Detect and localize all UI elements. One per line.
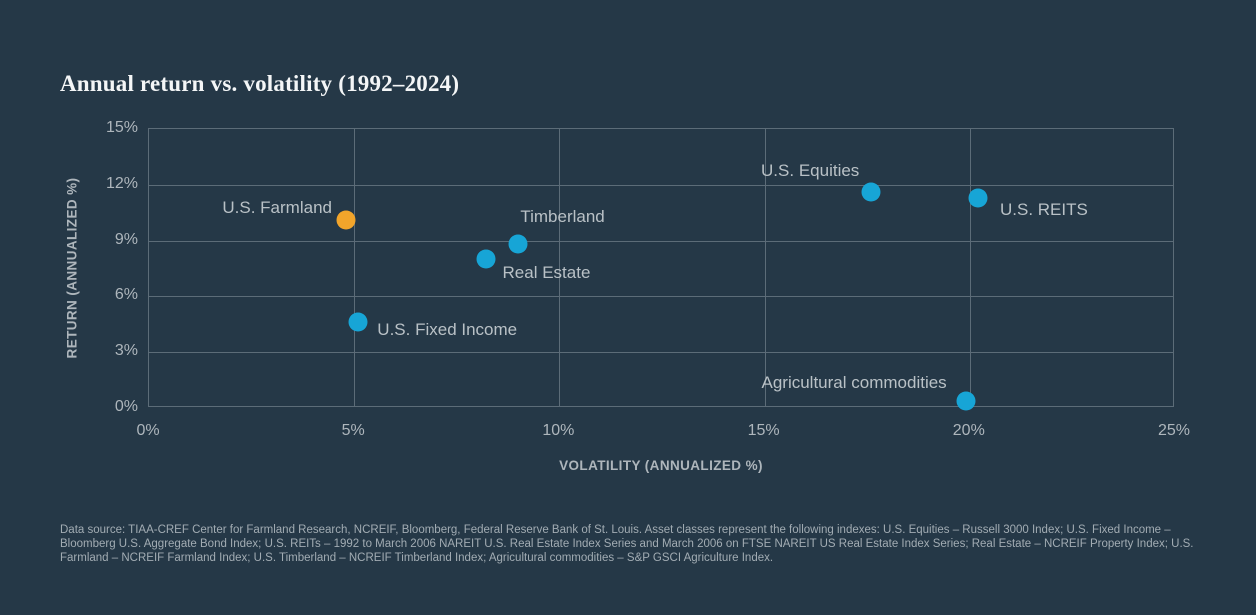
data-point-u-s-farmland	[336, 210, 356, 230]
scatter-plot-area: U.S. Farmland U.S. Fixed Income Real Estat…	[148, 128, 1174, 411]
gridline-y-3	[149, 352, 1173, 354]
gridline-x-15	[764, 129, 766, 406]
data-point-u-s-reits	[968, 188, 988, 208]
point-label-u-s-farmland: U.S. Farmland	[222, 198, 332, 218]
y-tick-label-15: 15%	[105, 119, 138, 136]
x-tick-label-10: 10%	[542, 422, 575, 439]
footnote-data-source: Data source: TIAA-CREF Center for Farmla…	[60, 523, 1194, 564]
gridline-x-20	[969, 129, 971, 406]
y-axis-title: RETURN (ANNUALIZED %)	[64, 177, 80, 359]
x-tick-label-20: 20%	[952, 422, 985, 439]
y-tick-label-6: 6%	[114, 286, 138, 304]
x-tick-label-0: 0%	[136, 422, 160, 439]
point-label-timberland: Timberland	[520, 207, 605, 227]
data-point-real-estate	[476, 249, 496, 269]
x-tick-label-15: 15%	[747, 422, 780, 439]
point-label-u-s-reits: U.S. REITS	[1000, 199, 1088, 219]
data-point-u-s-fixed-income	[348, 312, 368, 332]
y-tick-label-9: 9%	[114, 230, 138, 248]
y-tick-label-12: 12%	[105, 174, 138, 192]
gridline-x-10	[559, 129, 561, 406]
x-tick-label-5: 5%	[341, 422, 365, 439]
x-axis-title: VOLATILITY (ANNUALIZED %)	[559, 458, 763, 473]
point-label-real-estate: Real Estate	[502, 263, 591, 283]
gridline-y-6	[149, 296, 1173, 298]
data-point-agricultural-commodities	[956, 391, 976, 411]
y-tick-label-3: 3%	[114, 342, 138, 360]
page-title: Annual return vs. volatility (1992–2024)	[60, 71, 460, 97]
gridline-y-9	[149, 240, 1173, 242]
gridline-y-12	[149, 184, 1173, 186]
y-tick-label-0: 0%	[114, 398, 138, 415]
gridline-x-5	[354, 129, 356, 406]
point-label-u-s-fixed-income: U.S. Fixed Income	[377, 320, 518, 340]
x-tick-label-25: 25%	[1157, 422, 1191, 439]
point-label-u-s-equities: U.S. Equities	[761, 161, 860, 181]
point-label-agricultural-commodities: Agricultural commodities	[761, 372, 947, 392]
data-point-u-s-equities	[861, 182, 881, 202]
data-point-timberland	[508, 234, 528, 254]
